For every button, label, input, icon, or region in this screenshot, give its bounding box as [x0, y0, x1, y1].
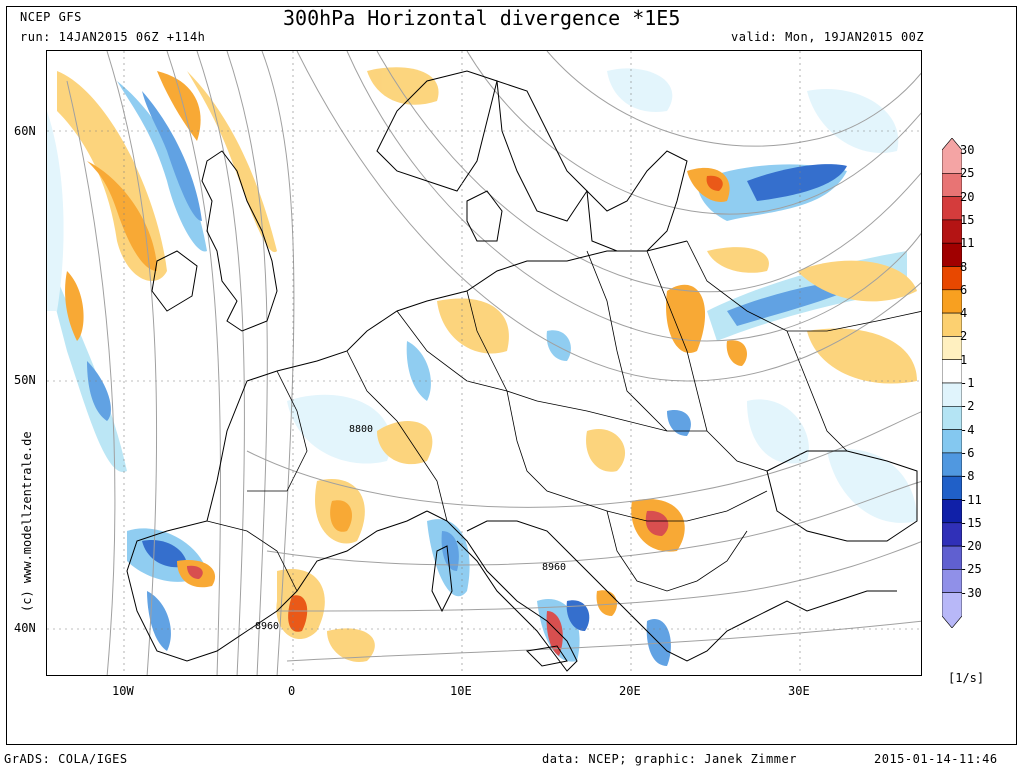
colorbar-tick-label: 20 [960, 189, 975, 204]
run-info: run: 14JAN2015 06Z +114h [20, 30, 206, 44]
footer-credits: data: NCEP; graphic: Janek Zimmer [542, 752, 797, 766]
plot-frame [6, 6, 1017, 745]
colorbar-swatch [942, 219, 962, 244]
footer-software: GrADS: COLA/IGES [4, 752, 128, 766]
map-title: 300hPa Horizontal divergence *1E5 [283, 6, 681, 30]
lon-label-10w: 10W [112, 684, 134, 698]
colorbar-swatch [942, 336, 962, 360]
contour-label: 8960 [542, 562, 567, 573]
colorbar-tick-label: 1 [960, 352, 968, 367]
colorbar-tick-label: -6 [960, 445, 975, 460]
contour-label: 8800 [349, 424, 374, 435]
map-canvas [47, 51, 921, 675]
colorbar-swatch [942, 196, 962, 221]
colorbar-swatch [942, 172, 962, 197]
colorbar-tick-label: -25 [960, 562, 982, 577]
lat-label-40n: 40N [14, 621, 36, 635]
watermark: (c) www.modellzentrale.de [20, 431, 34, 612]
colorbar-swatch [942, 289, 962, 314]
colorbar-tick-label: 30 [960, 143, 975, 157]
colorbar-swatch [942, 266, 962, 291]
colorbar-swatch [942, 359, 962, 384]
colorbar-swatch [942, 429, 962, 454]
colorbar-tick-label: -1 [960, 376, 975, 390]
colorbar-tick-label: -8 [960, 469, 975, 484]
colorbar-tick-label: -2 [960, 399, 975, 414]
colorbar-tick-label: -11 [960, 492, 982, 507]
colorbar-tick-label: -20 [960, 539, 982, 554]
colorbar-tick-label: 15 [960, 212, 975, 227]
graticule [47, 51, 921, 675]
lon-label-0: 0 [288, 684, 296, 698]
colorbar-swatch [942, 569, 962, 593]
colorbar-swatch [942, 545, 962, 570]
lon-label-20e: 20E [619, 684, 641, 698]
colorbar-swatch [942, 522, 962, 547]
colorbar-tick-label: -15 [960, 515, 982, 530]
colorbar [942, 138, 962, 628]
colorbar-swatch [942, 475, 962, 500]
colorbar-tick-label: 8 [960, 259, 968, 274]
colorbar-swatch [942, 592, 962, 628]
colorbar-tick-label: 6 [960, 282, 968, 297]
lon-label-10e: 10E [450, 684, 472, 698]
divergence-map: 8800 8960 8960 [46, 50, 922, 676]
model-name: NCEP GFS [20, 10, 82, 24]
colorbar-swatch [942, 382, 962, 407]
colorbar-swatch [942, 242, 962, 267]
height-contours [66, 51, 921, 675]
colorbar-tick-label: 4 [960, 306, 968, 321]
colorbar-swatch [942, 138, 962, 174]
colorbar-swatch [942, 499, 962, 524]
valid-time: valid: Mon, 19JAN2015 00Z [731, 30, 925, 44]
lon-label-30e: 30E [788, 684, 810, 698]
colorbar-tick-label: -30 [960, 585, 982, 600]
colorbar-swatch [942, 452, 962, 477]
coastlines [126, 70, 918, 672]
contour-label: 8960 [255, 621, 280, 632]
country-borders [206, 240, 921, 592]
lat-label-60n: 60N [14, 124, 36, 138]
colorbar-tick-label: -4 [960, 422, 975, 437]
colorbar-tick-label: 25 [960, 166, 975, 181]
colorbar-unit: [1/s] [948, 671, 985, 685]
colorbar-tick-label: 2 [960, 329, 968, 344]
colorbar-tick-label: 11 [960, 236, 975, 251]
colorbar-swatch [942, 312, 962, 337]
footer-timestamp: 2015-01-14-11:46 [874, 752, 998, 766]
divergence-shading [47, 67, 917, 666]
colorbar-swatch [942, 405, 962, 430]
lat-label-50n: 50N [14, 373, 36, 387]
